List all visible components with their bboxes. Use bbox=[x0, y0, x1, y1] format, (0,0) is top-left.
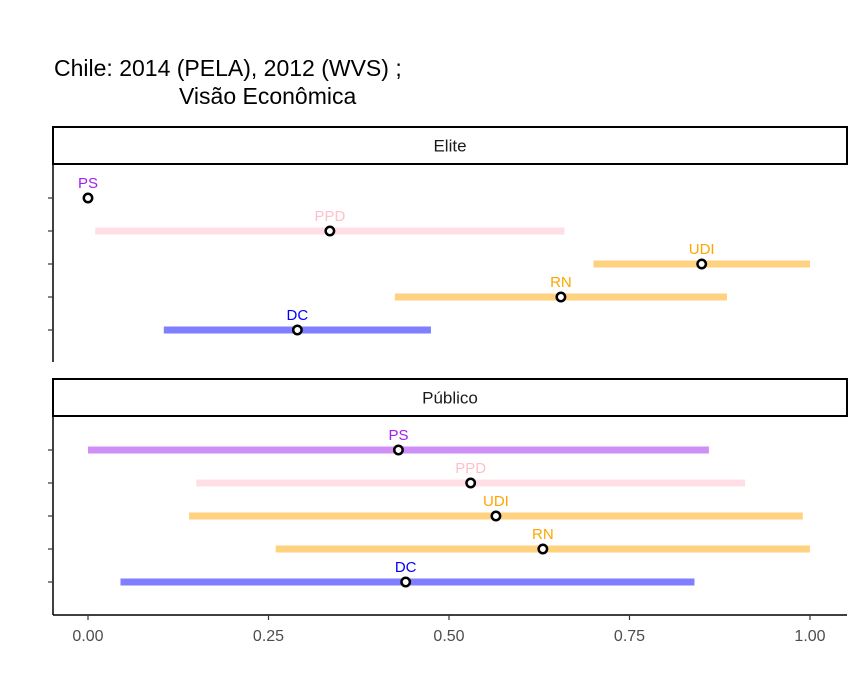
party-label-udi: UDI bbox=[689, 241, 715, 258]
facet-strip bbox=[52, 126, 848, 165]
point-marker-rn bbox=[537, 543, 549, 555]
x-tick-label: 0.25 bbox=[253, 628, 284, 645]
party-label-ppd: PPD bbox=[455, 460, 486, 477]
party-label-dc: DC bbox=[287, 307, 309, 324]
party-label-rn: RN bbox=[532, 526, 554, 543]
x-tick-label: 0.50 bbox=[433, 628, 464, 645]
point-marker-udi bbox=[696, 258, 708, 270]
point-marker-rn bbox=[555, 291, 567, 303]
point-marker-ps bbox=[393, 444, 404, 456]
point-marker-dc bbox=[400, 576, 412, 588]
facet-strip-label: Público bbox=[422, 389, 478, 408]
point-marker-ps bbox=[82, 192, 94, 204]
chart-title-line-2: Visão Econômica bbox=[179, 83, 357, 109]
party-label-dc: DC bbox=[395, 559, 417, 576]
party-label-ps: PS bbox=[388, 427, 408, 444]
party-label-ppd: PPD bbox=[314, 208, 345, 225]
party-label-rn: RN bbox=[550, 274, 572, 291]
x-tick-label: 0.75 bbox=[614, 628, 645, 645]
point-marker-ppd bbox=[465, 477, 477, 489]
party-label-ps: PS bbox=[78, 175, 98, 192]
facet-strip bbox=[52, 378, 848, 417]
chart-title-line-1: Chile: 2014 (PELA), 2012 (WVS) ; bbox=[54, 55, 402, 81]
point-marker-ppd bbox=[324, 225, 336, 237]
facet-strip-label: Elite bbox=[433, 137, 466, 156]
x-tick-label: 1.00 bbox=[794, 628, 825, 645]
x-tick-label: 0.00 bbox=[72, 628, 103, 645]
point-marker-dc bbox=[291, 324, 303, 336]
party-label-udi: UDI bbox=[483, 493, 509, 510]
point-marker-udi bbox=[490, 510, 502, 522]
